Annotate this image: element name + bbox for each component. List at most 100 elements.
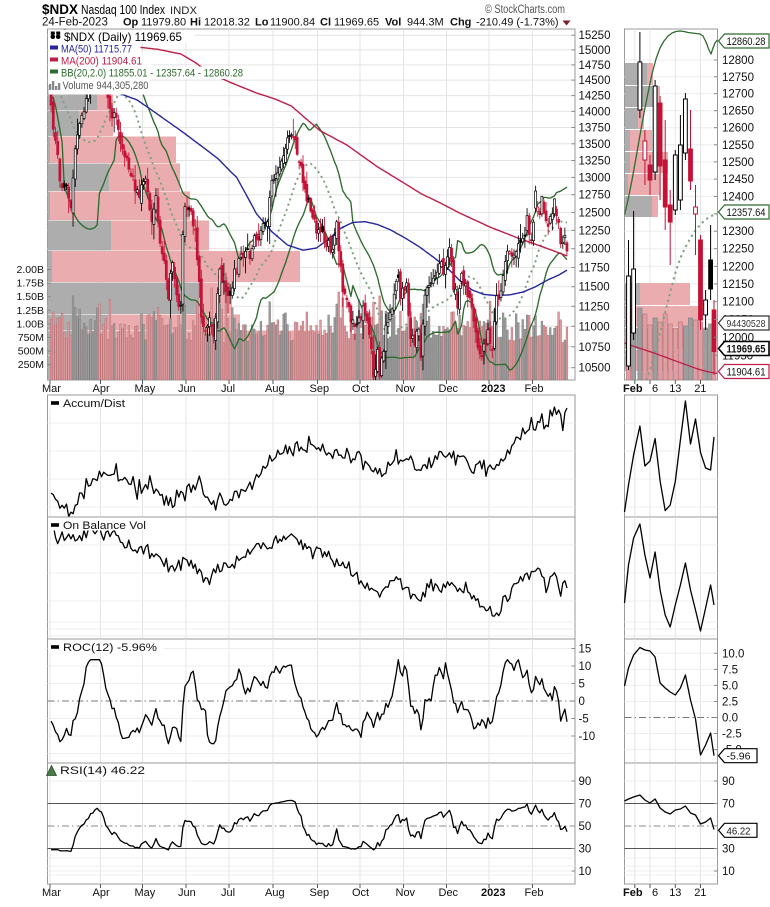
svg-text:Jun: Jun (178, 887, 196, 899)
svg-text:6: 6 (652, 887, 658, 899)
svg-text:Sep: Sep (310, 383, 330, 395)
svg-text:50: 50 (579, 821, 592, 833)
svg-text:5: 5 (579, 679, 585, 691)
svg-text:May: May (135, 383, 156, 395)
svg-text:-10: -10 (579, 731, 596, 743)
svg-text:13500: 13500 (579, 139, 611, 151)
svg-text:INDX: INDX (170, 5, 198, 17)
svg-text:94430528: 94430528 (727, 319, 766, 330)
svg-text:1.50B: 1.50B (17, 291, 44, 303)
svg-text:Op: Op (123, 17, 139, 29)
svg-text:11000: 11000 (579, 321, 610, 333)
svg-text:70: 70 (722, 799, 735, 811)
svg-text:7.5: 7.5 (722, 664, 738, 676)
svg-text:14500: 14500 (579, 75, 611, 87)
svg-text:Accum/Dist: Accum/Dist (63, 398, 125, 410)
svg-text:On Balance Vol: On Balance Vol (63, 520, 146, 532)
svg-text:11979.80: 11979.80 (141, 17, 186, 29)
svg-text:12860.28: 12860.28 (727, 36, 766, 48)
svg-text:90: 90 (722, 776, 735, 788)
svg-text:0.0: 0.0 (722, 713, 738, 725)
svg-text:12750: 12750 (579, 190, 611, 202)
svg-text:Nov: Nov (396, 383, 416, 395)
svg-text:Hi: Hi (190, 17, 201, 29)
svg-text:Dec: Dec (439, 887, 459, 899)
svg-text:12100: 12100 (722, 297, 754, 309)
svg-text:Feb: Feb (525, 383, 544, 395)
svg-text:944.3M: 944.3M (407, 17, 444, 29)
svg-text:12700: 12700 (722, 89, 754, 101)
svg-text:11904.61: 11904.61 (727, 367, 766, 379)
svg-text:750M: 750M (18, 332, 44, 344)
svg-text:Sep: Sep (310, 887, 330, 899)
svg-text:10500: 10500 (579, 363, 611, 375)
svg-text:Aug: Aug (265, 887, 285, 899)
svg-text:5.0: 5.0 (722, 680, 738, 692)
svg-text:1.00B: 1.00B (17, 318, 44, 330)
svg-text:13750: 13750 (579, 123, 611, 135)
svg-text:$NDX (Daily) 11969.65: $NDX (Daily) 11969.65 (64, 30, 182, 44)
svg-text:Lo: Lo (255, 17, 269, 29)
svg-text:© StockCharts.com: © StockCharts.com (485, 4, 565, 16)
svg-text:30: 30 (722, 844, 735, 856)
svg-text:10: 10 (579, 866, 592, 878)
svg-text:Apr: Apr (93, 887, 110, 899)
svg-text:12150: 12150 (722, 279, 754, 291)
svg-text:12250: 12250 (579, 225, 611, 237)
svg-text:15000: 15000 (579, 45, 611, 57)
svg-text:Mar: Mar (42, 383, 61, 395)
svg-text:Jul: Jul (221, 383, 235, 395)
svg-text:12300: 12300 (722, 226, 754, 238)
svg-text:12018.32: 12018.32 (204, 17, 250, 29)
svg-text:14250: 14250 (579, 91, 611, 103)
svg-text:Chg: Chg (450, 17, 471, 29)
svg-text:Feb: Feb (525, 887, 544, 899)
svg-text:11750: 11750 (579, 263, 610, 275)
svg-text:Feb: Feb (623, 887, 643, 899)
svg-text:2.5: 2.5 (722, 697, 738, 709)
svg-text:MA(200) 11904.61: MA(200) 11904.61 (61, 56, 142, 68)
svg-text:250M: 250M (18, 359, 44, 371)
svg-text:11900.84: 11900.84 (270, 17, 315, 29)
svg-text:RSI(14) 46.22: RSI(14) 46.22 (60, 765, 145, 777)
svg-text:May: May (135, 887, 156, 899)
svg-text:11969.65: 11969.65 (727, 344, 766, 356)
svg-text:12200: 12200 (722, 261, 754, 273)
svg-text:Oct: Oct (352, 887, 369, 899)
svg-text:13: 13 (669, 383, 681, 395)
svg-text:46.22: 46.22 (727, 825, 751, 837)
svg-text:10: 10 (579, 661, 592, 673)
svg-text:12800: 12800 (722, 55, 754, 67)
svg-text:-5: -5 (579, 714, 589, 726)
svg-text:14750: 14750 (579, 60, 611, 72)
svg-text:15: 15 (579, 644, 592, 656)
svg-text:12550: 12550 (722, 140, 754, 152)
svg-text:10750: 10750 (579, 342, 611, 354)
svg-text:Aug: Aug (265, 383, 285, 395)
svg-text:$NDX: $NDX (42, 2, 78, 17)
svg-text:2.00B: 2.00B (17, 264, 44, 276)
svg-text:90: 90 (579, 776, 592, 788)
svg-text:Apr: Apr (93, 383, 110, 395)
svg-text:12750: 12750 (722, 72, 754, 84)
svg-text:12500: 12500 (579, 207, 611, 219)
svg-text:12500: 12500 (722, 157, 754, 169)
svg-text:10.0: 10.0 (722, 648, 744, 660)
svg-text:Vol: Vol (385, 17, 401, 29)
svg-text:Jul: Jul (221, 887, 235, 899)
svg-text:30: 30 (579, 844, 592, 856)
svg-text:-5.96: -5.96 (727, 751, 751, 763)
svg-text:ROC(12) -5.96%: ROC(12) -5.96% (63, 642, 157, 654)
svg-text:13000: 13000 (579, 172, 611, 184)
svg-text:Mar: Mar (42, 887, 61, 899)
svg-text:6: 6 (652, 383, 658, 395)
svg-text:11969.65: 11969.65 (334, 17, 379, 29)
svg-text:12357.64: 12357.64 (727, 207, 766, 219)
svg-text:12400: 12400 (722, 191, 754, 203)
svg-text:12000: 12000 (579, 244, 611, 256)
svg-text:21: 21 (694, 887, 706, 899)
svg-text:Nov: Nov (396, 887, 416, 899)
svg-text:BB(20,2.0) 11855.01 - 12357.64: BB(20,2.0) 11855.01 - 12357.64 - 12860.2… (61, 68, 243, 80)
svg-text:15250: 15250 (579, 30, 611, 42)
svg-text:12600: 12600 (722, 123, 754, 135)
